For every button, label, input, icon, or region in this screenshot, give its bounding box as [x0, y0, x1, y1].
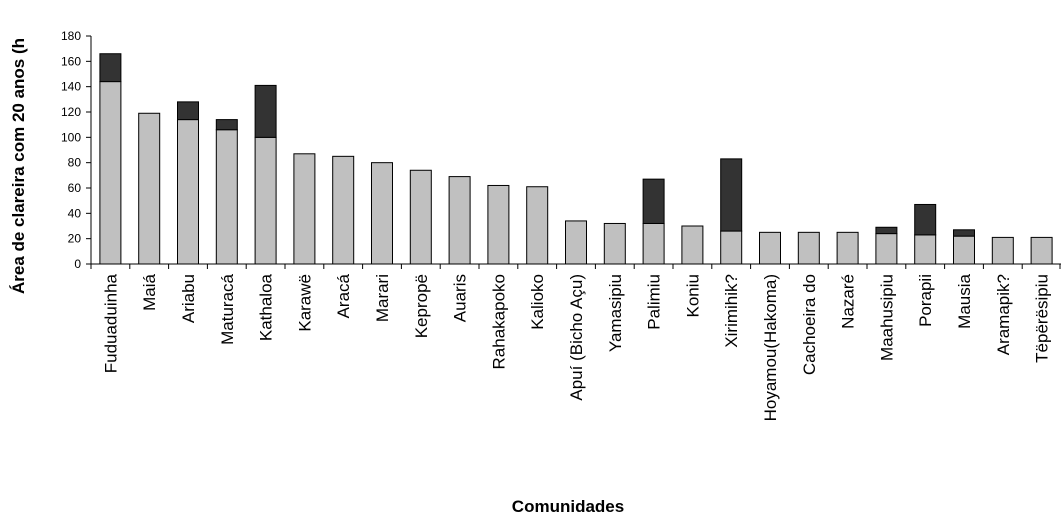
bar-segment-base [526, 186, 549, 265]
bar-segment-base [254, 136, 277, 265]
y-tick-label: 140 [61, 80, 81, 94]
y-tick-label: 160 [61, 54, 81, 68]
bar-segment-base [991, 236, 1014, 265]
category-label: Kalioko [528, 274, 547, 330]
bar-segment-base [797, 231, 820, 265]
y-tick-label: 0 [74, 257, 81, 271]
category-label: Fuduaduinha [101, 273, 120, 373]
y-tick-label: 180 [61, 29, 81, 43]
bar-segment-base [215, 129, 238, 265]
bar-segment-base [99, 81, 122, 265]
x-axis-label: Comunidades [512, 497, 624, 516]
bar-segment-base [1030, 236, 1053, 265]
bar-segment-base [371, 162, 393, 265]
bar-segment-base [565, 220, 587, 265]
bar-segment-base [448, 176, 471, 265]
y-tick-label: 100 [61, 130, 81, 144]
category-label: Yamasipiu [606, 274, 625, 352]
y-tick-label: 60 [68, 181, 82, 195]
bar-segment-top [914, 203, 937, 236]
bar-segment-base [332, 155, 355, 265]
category-label: Cachoeira do [800, 274, 819, 375]
bar-segment-top [720, 158, 743, 232]
category-label: Kathaloa [257, 273, 276, 341]
category-label: Ariabu [179, 274, 198, 323]
y-tick-label: 120 [61, 105, 81, 119]
category-label: Rahakapoko [489, 274, 508, 369]
y-tick-label: 20 [68, 232, 82, 246]
category-label: Apuí (Bicho Açu) [567, 274, 586, 401]
category-label: Auaris [451, 274, 470, 322]
category-label: Maturacá [218, 273, 237, 344]
bar-segment-base [836, 231, 859, 265]
y-tick-label: 80 [68, 156, 82, 170]
bar-segment-top [99, 53, 122, 83]
y-tick-label: 40 [68, 206, 82, 220]
category-label: Marari [373, 274, 392, 322]
bar-segment-top [215, 119, 238, 131]
category-label: Maiá [140, 273, 159, 310]
bar-segment-base [293, 153, 316, 265]
bar-segment-base [138, 112, 161, 265]
category-label: Nazaré [839, 274, 858, 329]
category-label: Xirimihik? [722, 274, 741, 348]
category-label: Aracá [334, 273, 353, 318]
category-label: Hoyamou(Hakoma) [761, 274, 780, 421]
bar-segment-top [642, 178, 665, 224]
bar-segment-base [177, 119, 199, 265]
category-label: Tëpërësipiu [1033, 274, 1052, 363]
bar-segment-base [875, 233, 898, 265]
bar-segment-top [254, 84, 277, 138]
bar-segment-base [953, 235, 975, 265]
category-label: Mausia [955, 273, 974, 328]
bar-segment-base [759, 231, 781, 265]
category-label: Koniu [683, 274, 702, 317]
bar-segment-top [953, 229, 975, 237]
plot-area: 0 20 40 60 80 100 120 140 160 180 Fuduaduinha Maiá A… [61, 29, 1061, 421]
bar-segment-base [487, 184, 510, 265]
bar-segment-base [681, 225, 704, 265]
bar-segment-base [642, 222, 665, 265]
bar-segment-base [409, 169, 432, 265]
bar-segment-top [177, 101, 199, 121]
category-label: Kepropë [412, 274, 431, 338]
bar-segment-base [914, 234, 937, 265]
y-axis-label: Área de clareira com 20 anos (h [9, 38, 28, 294]
bar-segment-top [875, 226, 898, 235]
category-label: Palimiu [645, 274, 664, 330]
bar-segment-base [720, 230, 743, 265]
category-label: Aramapik? [994, 274, 1013, 355]
category-label: Karawë [295, 274, 314, 332]
category-label: Porapii [916, 274, 935, 327]
category-label: Maahusipiu [877, 274, 896, 361]
bar-segment-base [603, 222, 626, 265]
